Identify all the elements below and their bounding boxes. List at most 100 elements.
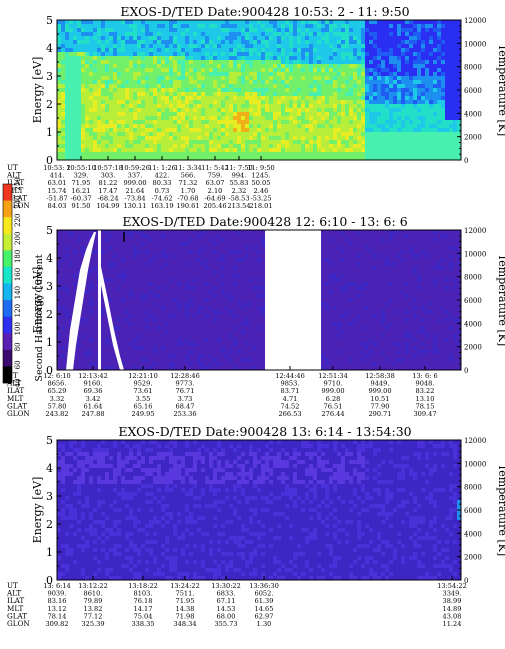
heatmap-cell <box>225 28 229 32</box>
heatmap-cell <box>329 56 333 60</box>
heatmap-cell <box>217 72 221 76</box>
heatmap-cell <box>313 60 317 64</box>
heatmap-cell <box>369 24 373 28</box>
y-tick-label: 3 <box>46 70 53 83</box>
heatmap-cell <box>201 258 205 262</box>
heatmap-cell <box>185 234 189 238</box>
heatmap-cell <box>269 112 273 116</box>
heatmap-cell <box>177 330 181 334</box>
heatmap-cell <box>69 242 73 246</box>
heatmap-cell <box>337 148 341 152</box>
heatmap-cell <box>125 270 129 274</box>
heatmap-cell <box>129 342 133 346</box>
heatmap-cell <box>109 262 113 266</box>
heatmap-cell <box>81 132 85 136</box>
heatmap-cell <box>117 112 121 116</box>
heatmap-cell <box>257 76 261 80</box>
heatmap-cell <box>85 96 89 100</box>
heatmap-cell <box>173 238 177 242</box>
heatmap-cell <box>261 140 265 144</box>
heatmap-cell <box>349 128 353 132</box>
heatmap-cell <box>61 234 65 238</box>
heatmap-cell <box>157 294 161 298</box>
heatmap-cell <box>57 274 61 278</box>
heatmap-cell <box>57 132 61 136</box>
heatmap-cell <box>129 302 133 306</box>
heatmap-cell <box>157 282 161 286</box>
heatmap-cell <box>437 132 441 136</box>
heatmap-cell <box>245 148 249 152</box>
heatmap-cell <box>77 52 81 56</box>
heatmap-cell <box>165 108 169 112</box>
heatmap-cell <box>93 92 97 96</box>
heatmap-cell <box>437 72 441 76</box>
heatmap-cell <box>209 76 213 80</box>
heatmap-cell <box>129 84 133 88</box>
heatmap-cell <box>265 104 269 108</box>
heatmap-cell <box>113 40 117 44</box>
heatmap-cell <box>441 68 445 72</box>
heatmap-cell <box>205 234 209 238</box>
heatmap-cell <box>73 156 77 160</box>
heatmap-cell <box>141 60 145 64</box>
heatmap-cell <box>317 80 321 84</box>
heatmap-cell <box>81 104 85 108</box>
heatmap-cell <box>181 56 185 60</box>
heatmap-cell <box>201 124 205 128</box>
heatmap-cell <box>205 68 209 72</box>
y2-tick-label: 8000 <box>464 64 482 72</box>
heatmap-cell <box>117 230 121 234</box>
heatmap-cell <box>145 358 149 362</box>
heatmap-cell <box>121 100 125 104</box>
heatmap-cell <box>73 246 77 250</box>
heatmap-cell <box>153 88 157 92</box>
heatmap-cell <box>289 136 293 140</box>
heatmap-cell <box>305 72 309 76</box>
heatmap-cell <box>121 310 125 314</box>
heatmap-cell <box>217 20 221 24</box>
heatmap-cell <box>169 36 173 40</box>
heatmap-cell <box>65 290 69 294</box>
heatmap-cell <box>161 234 165 238</box>
heatmap-cell <box>177 108 181 112</box>
heatmap-cell <box>93 48 97 52</box>
heatmap-cell <box>289 148 293 152</box>
heatmap-cell <box>341 20 345 24</box>
heatmap-cell <box>245 56 249 60</box>
heatmap-cell <box>201 68 205 72</box>
heatmap-cell <box>269 40 273 44</box>
heatmap-cell <box>113 32 117 36</box>
heatmap-cell <box>117 24 121 28</box>
heatmap-cell <box>161 100 165 104</box>
heatmap-cell <box>257 112 261 116</box>
heatmap-cell <box>137 306 141 310</box>
heatmap-cell <box>193 144 197 148</box>
heatmap-cell <box>273 88 277 92</box>
heatmap-cell <box>85 40 89 44</box>
heatmap-cell <box>397 60 401 64</box>
heatmap-cell <box>85 140 89 144</box>
heatmap-cell <box>61 258 65 262</box>
heatmap-cell <box>161 350 165 354</box>
heatmap-cell <box>89 120 93 124</box>
heatmap-cell <box>365 80 369 84</box>
heatmap-cell <box>217 136 221 140</box>
heatmap-cell <box>177 362 181 366</box>
heatmap-cell <box>445 96 449 100</box>
heatmap-cell <box>117 342 121 346</box>
heatmap-cell <box>353 88 357 92</box>
heatmap-cell <box>329 128 333 132</box>
heatmap-cell <box>357 124 361 128</box>
heatmap-cell <box>317 24 321 28</box>
heatmap-cell <box>301 128 305 132</box>
heatmap-cell <box>413 88 417 92</box>
heatmap-cell <box>397 52 401 56</box>
heatmap-cell <box>421 144 425 148</box>
heatmap-cell <box>245 100 249 104</box>
heatmap-cell <box>173 254 177 258</box>
heatmap-cell <box>261 60 265 64</box>
heatmap-cell <box>61 262 65 266</box>
heatmap-cell <box>169 140 173 144</box>
heatmap-cell <box>69 64 73 68</box>
heatmap-cell <box>185 56 189 60</box>
